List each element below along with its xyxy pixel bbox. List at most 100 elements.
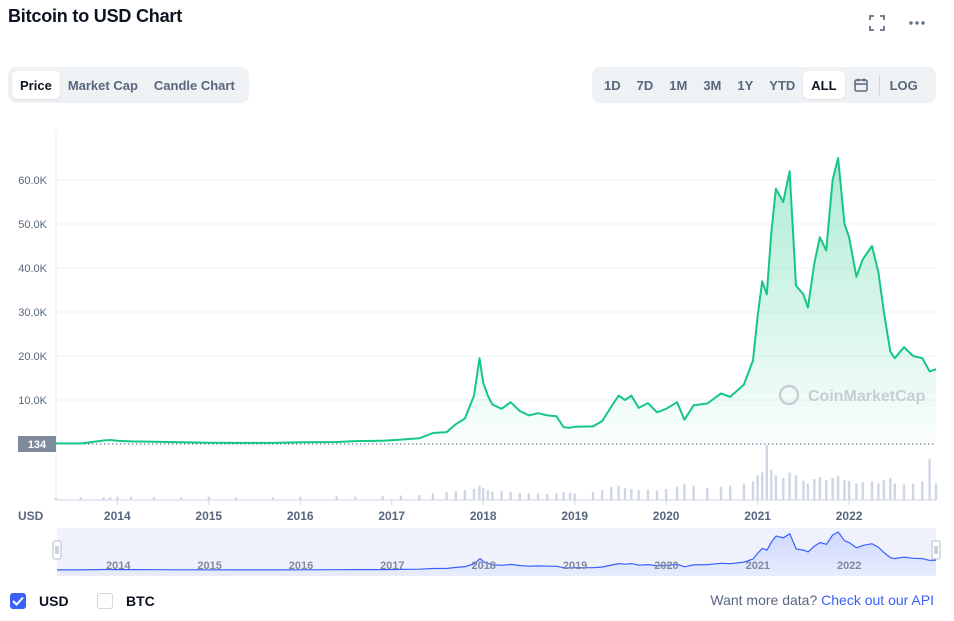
volume-bar [518,492,521,501]
volume-bar [921,481,924,500]
range-3m[interactable]: 3M [703,77,722,93]
volume-bar [806,483,810,500]
volume-bar [478,485,481,500]
volume-bar [729,485,732,500]
volume-bar [770,469,773,501]
volume-bar [445,492,448,500]
log-toggle[interactable]: LOG [889,77,918,93]
btc-checkbox[interactable] [97,593,113,609]
tab-candle-chart[interactable]: Candle Chart [153,77,235,93]
volume-bar [353,496,357,500]
handle-grip [931,540,941,560]
range-7d[interactable]: 7D [636,77,654,93]
x-tick-label: 2014 [104,509,131,523]
volume-bar [623,487,627,500]
x-tick-label: 2016 [287,509,314,523]
volume-bar [765,445,768,500]
volume-bar [235,497,238,501]
navigator-line [57,531,937,571]
volume-bar [116,496,119,500]
x-tick-label: 2015 [195,509,222,523]
volume-bar [761,472,764,500]
tab-price[interactable]: Price [12,71,60,99]
volume-bar [486,490,489,500]
volume-bar [877,483,880,500]
x-tick-label: 2017 [378,509,405,523]
volume-bar [855,483,858,500]
volume-bar [527,493,531,500]
handle-grip [52,540,62,560]
volume-bar [482,487,485,500]
page-title: Bitcoin to USD Chart [8,6,182,26]
volume-bar [129,496,133,500]
volume-bar [836,475,840,500]
usd-label: USD [39,593,69,609]
volume-bar [509,491,512,501]
watermark-text: CoinMarketCap [808,388,926,405]
volume-bar [546,493,549,500]
calendar-icon[interactable] [845,71,877,99]
x-tick-label: 2020 [653,509,680,523]
range-1d[interactable]: 1D [604,77,621,93]
volume-bar [610,486,613,500]
x-tick-label: 2021 [744,509,771,523]
volume-bar [472,489,476,500]
y-tick-label: 60.0K [18,175,47,187]
volume-bar [893,483,896,500]
usd-checkbox[interactable] [10,593,26,609]
volume-bar [843,480,846,500]
volume-bar [646,489,650,500]
volume-bar [902,484,906,500]
volume-bar [536,493,540,500]
navigator-right-handle[interactable] [931,540,941,560]
volume-bar [774,475,778,501]
volume-bar [335,496,338,500]
volume-bar [813,479,816,500]
usd-toggle[interactable]: USD [10,590,69,612]
navigator-left-handle[interactable] [52,540,62,560]
navigator-tick-label: 2018 [471,560,495,572]
volume-bar [692,485,695,500]
more-data-text: Want more data? Check out our API [710,592,934,608]
api-link[interactable]: Check out our API [821,592,934,608]
volume-bar [431,493,435,500]
volume-bar [706,487,709,500]
volume-bar [882,480,886,500]
y-tick-label: 10.0K [18,395,47,407]
volume-bar [454,491,457,500]
volume-bar [683,483,686,500]
volume-bar [831,478,834,500]
volume-bar [818,476,821,500]
y-tick-label: 40.0K [18,263,47,275]
volume-bar [630,489,633,500]
volume-bar [591,492,595,500]
tab-market-cap[interactable]: Market Cap [67,77,138,93]
current-price-value: 134 [28,439,47,451]
y-tick-label: 50.0K [18,219,47,231]
btc-toggle[interactable]: BTC [97,590,155,612]
chart-type-tabs: Price Market Cap Candle Chart [8,67,249,103]
volume-bar [756,475,759,501]
range-1m[interactable]: 1M [669,77,688,93]
range-1y[interactable]: 1Y [737,77,754,93]
more-icon[interactable] [904,10,930,36]
volume-bar [152,497,156,501]
volume-bar [861,482,864,500]
price-line [55,157,937,445]
volume-bar [751,481,755,500]
volume-bar [719,486,723,500]
watermark-logo-icon [778,384,800,406]
volume-bar [562,492,565,500]
volume-bar [500,491,503,500]
volume-bar [568,492,572,501]
fullscreen-icon[interactable] [864,10,890,36]
range-ytd[interactable]: YTD [769,77,796,93]
volume-bar [108,497,112,501]
navigator-tick-label: 2022 [837,560,861,572]
volume-bar [491,491,494,501]
volume-bar [54,497,58,500]
range-all[interactable]: ALL [803,71,845,99]
volume-bar [847,480,851,501]
volume-bar [870,481,874,500]
volume-bar [102,497,105,501]
